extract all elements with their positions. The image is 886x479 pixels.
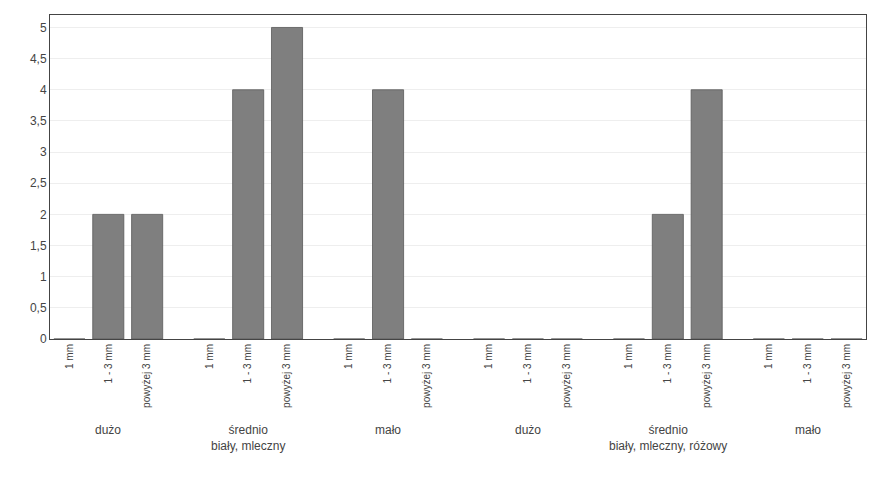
svg-text:1 - 3 mm: 1 - 3 mm [522,344,533,383]
svg-text:powyżej 3 mm: powyżej 3 mm [561,344,572,408]
svg-text:1 - 3 mm: 1 - 3 mm [662,344,673,383]
svg-text:1 mm: 1 mm [64,344,75,369]
svg-text:1 mm: 1 mm [483,344,494,369]
svg-text:1 mm: 1 mm [343,344,354,369]
svg-text:powyżej 3 mm: powyżej 3 mm [841,344,852,408]
svg-text:dużo: dużo [515,423,541,437]
svg-text:1 - 3 mm: 1 - 3 mm [103,344,114,383]
svg-text:średniobiały, mleczny: średniobiały, mleczny [211,423,285,453]
svg-text:1 mm: 1 mm [763,344,774,369]
svg-text:powyżej 3 mm: powyżej 3 mm [141,344,152,408]
svg-text:mało: mało [375,423,401,437]
svg-text:0,5: 0,5 [30,301,47,315]
svg-text:5: 5 [40,21,47,35]
svg-text:1: 1 [40,270,47,284]
svg-text:1,5: 1,5 [30,239,47,253]
svg-text:dużo: dużo [95,423,121,437]
svg-text:2: 2 [40,208,47,222]
svg-text:powyżej 3 mm: powyżej 3 mm [281,344,292,408]
svg-text:3: 3 [40,145,47,159]
svg-text:1 - 3 mm: 1 - 3 mm [242,344,253,383]
svg-text:2,5: 2,5 [30,176,47,190]
svg-text:powyżej 3 mm: powyżej 3 mm [701,344,712,408]
svg-text:średniobiały, mleczny, różowy: średniobiały, mleczny, różowy [609,423,727,453]
svg-text:3,5: 3,5 [30,114,47,128]
svg-text:4: 4 [40,83,47,97]
svg-text:0: 0 [40,332,47,346]
svg-text:1 mm: 1 mm [623,344,634,369]
svg-text:mało: mało [795,423,821,437]
svg-text:powyżej 3 mm: powyżej 3 mm [421,344,432,408]
svg-text:4,5: 4,5 [30,52,47,66]
svg-text:1 - 3 mm: 1 - 3 mm [802,344,813,383]
svg-text:1 mm: 1 mm [204,344,215,369]
svg-text:1 - 3 mm: 1 - 3 mm [382,344,393,383]
